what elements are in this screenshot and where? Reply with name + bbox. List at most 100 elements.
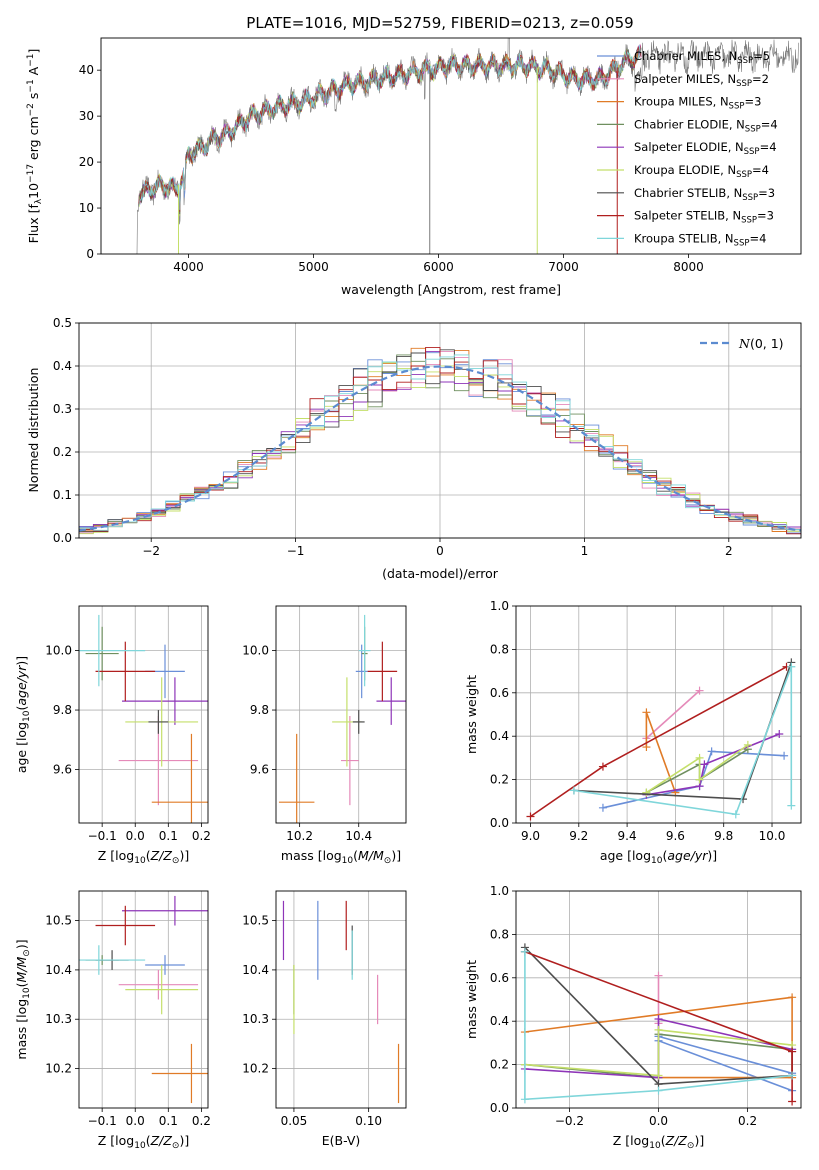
x-tick-label: 0.0 [126,829,145,843]
legend-sub: SSP [742,193,758,203]
plot-content [282,900,400,1104]
y-tick-label: 10.3 [242,1012,269,1026]
y-tick-label: 0.0 [490,816,509,830]
y-tick-label: 10.4 [242,963,269,977]
plot-content [278,614,406,823]
plot-content [79,346,801,535]
label-part: Flux [f [26,204,41,244]
y-tick-label: 0 [86,247,94,261]
y-tick-label: 0.2 [53,445,72,459]
y-tick-label: 0.4 [490,1014,509,1028]
legend-text: Salpeter ELODIE, N [634,140,744,154]
x-tick-label: −0.1 [88,1114,117,1128]
x-tick-label: 4000 [173,260,204,274]
legend-sub: SSP [744,147,760,157]
label-part: ⊙ [22,949,32,957]
y-tick-label: 0.1 [53,488,72,502]
axis-label: age [log10(age/yr)] [600,848,717,866]
label-part: ( [14,982,29,987]
legend-text: =3 [757,209,774,223]
weight-marker [788,1071,797,1080]
x-tick-label: 0.2 [738,1114,757,1128]
y-tick-label: 9.6 [250,762,269,776]
legend-text: =4 [760,140,777,154]
y-tick-label: 10.2 [242,1062,269,1076]
x-tick-label: 0.0 [649,1114,668,1128]
legend-text: Chabrier MILES, N [634,49,737,63]
weight-marker [654,971,663,980]
weight-marker [775,730,784,739]
legend-label: Kroupa ELODIE, NSSP=4 [634,163,769,180]
label-part: )] [694,1133,704,1148]
weight-marker [569,786,578,795]
y-axis-label: mass weight [464,960,479,1039]
weight-marker [780,751,789,760]
model-spectrum [138,47,642,215]
x-axis-label: wavelength [Angstrom, rest frame] [341,282,561,297]
y-tick-label: 30 [79,109,94,123]
legend-label: Kroupa STELIB, NSSP=4 [634,231,766,248]
label-part: )] [14,939,29,949]
weight-marker [787,801,796,810]
y-tick-label: 0.2 [490,773,509,787]
x-tick-label: 0.1 [159,1114,178,1128]
axes-frame [78,890,209,1109]
weight-marker [731,810,740,819]
panel-age_vs_Z: −0.1 0.0 0.1 0.29.69.810.0Z [log10(Z/Z⊙)]ag… [14,605,211,866]
legend-label: Chabrier ELODIE, NSSP=4 [634,117,778,134]
label-part: ( [14,706,29,711]
label-part: ⊙ [172,856,180,866]
axes-frame [515,605,802,824]
y-tick-label: 10.5 [242,914,269,928]
legend-sub: SSP [741,216,757,226]
legend-sub: SSP [736,79,752,89]
x-tick-label: 10.0 [759,829,786,843]
weight-marker [654,1025,663,1034]
label-part: 10 [342,856,354,866]
x-tick-label: 2 [725,544,733,558]
y-tick-label: 10.5 [45,914,72,928]
y-tick-label: 1.0 [490,599,509,613]
label-part: age/yr [14,665,29,706]
weight-line [573,666,793,816]
legend-text: N [738,336,751,351]
label-part: E(B-V) [322,1133,361,1148]
y-tick-label: 0.2 [490,1058,509,1072]
label-part: s [26,93,41,104]
label-part: erg cm [26,116,41,164]
weight-marker [654,1086,663,1095]
label-part: age [log [14,722,29,773]
plot-content [136,38,799,254]
label-part: −2 [26,103,36,116]
label-part: ( [662,848,667,863]
label-part: age [log [600,848,651,863]
x-tick-label: 1 [581,544,589,558]
y-tick-label: 0.4 [53,359,72,373]
weight-line [645,690,701,739]
label-part: ⊙ [384,856,392,866]
panel-mass_vs_Z: −0.1 0.0 0.1 0.210.210.310.410.5Z [log10(Z/… [14,890,211,1151]
y-tick-label: 9.8 [250,703,269,717]
weight-marker [642,743,651,752]
legend-text: Salpeter STELIB, N [634,209,741,223]
y-tick-label: 10.3 [45,1012,72,1026]
label-part: )] [707,848,717,863]
label-part: λ [34,198,44,204]
weight-marker [788,993,797,1002]
weight-marker [520,947,529,956]
y-tick-label: 0.5 [53,316,72,330]
label-part: A [26,66,41,79]
plot-content [520,943,797,1106]
label-part: Z [log [613,1133,649,1148]
y-tick-label: 0.4 [490,729,509,743]
x-axis-label: (data-model)/error [382,566,499,581]
y-axis-label: mass weight [464,675,479,754]
model-spectrum [138,44,642,210]
plot-content [79,895,208,1104]
x-tick-label: 10.2 [286,829,313,843]
weight-marker [642,708,651,717]
x-tick-label: 9.6 [666,829,685,843]
weight-marker [788,1047,797,1056]
legend-sub: SSP [745,124,761,134]
